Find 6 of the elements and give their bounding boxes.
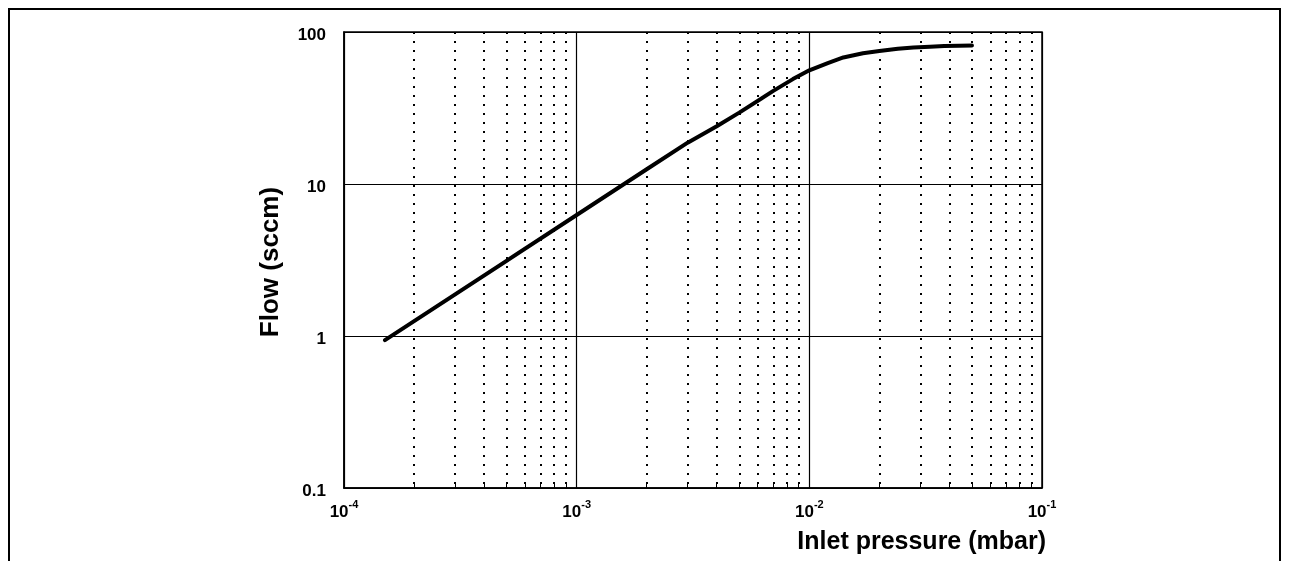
- x-axis-title: Inlet pressure (mbar): [797, 525, 1046, 554]
- y-tick-label: 0.1: [302, 481, 326, 500]
- y-tick-label: 1: [316, 329, 326, 348]
- y-tick-label: 100: [297, 25, 326, 44]
- y-axis-title: Flow (sccm): [254, 186, 284, 338]
- y-tick-label: 10: [307, 177, 326, 196]
